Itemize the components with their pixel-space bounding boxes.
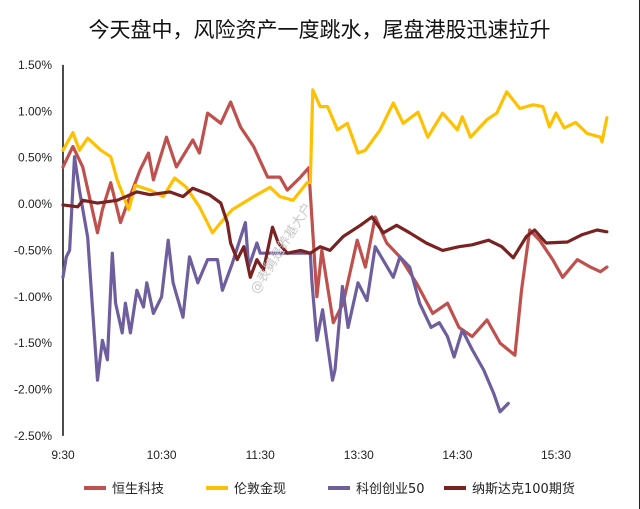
legend-swatch <box>444 485 466 490</box>
legend-item: 科创创业50 <box>328 478 425 497</box>
legend-label: 科创创业50 <box>356 482 425 497</box>
legend-item: 伦敦金现 <box>206 478 286 497</box>
legend-label: 伦敦金现 <box>234 482 287 497</box>
x-tick-label: 13:30 <box>344 448 374 462</box>
legend-label: 恒生科技 <box>112 482 165 497</box>
legend-swatch <box>84 485 106 490</box>
legend-swatch <box>328 485 350 490</box>
x-tick-label: 15:30 <box>541 448 571 462</box>
y-tick-label: -2.00% <box>14 383 52 397</box>
series-line-4 <box>61 186 609 279</box>
y-tick-label: 0.00% <box>18 197 52 211</box>
legend-item: 恒生科技 <box>84 478 164 497</box>
y-tick-label: 1.50% <box>18 58 52 72</box>
x-tick-label: 9:30 <box>51 448 75 462</box>
x-tick-label: 11:30 <box>246 448 275 462</box>
series-line-3 <box>61 155 510 414</box>
x-tick-label: 14:30 <box>442 448 472 462</box>
legend-label: 纳斯达克100期货 <box>472 482 575 497</box>
y-tick-label: -1.00% <box>14 290 52 304</box>
chart-title: 今天盘中，风险资产一度跳水，尾盘港股迅速拉升 <box>88 18 551 42</box>
y-tick-label: 1.00% <box>18 104 52 118</box>
legend-item: 纳斯达克100期货 <box>444 478 575 497</box>
series-line-2 <box>61 88 609 235</box>
legend-swatch <box>206 485 228 490</box>
series-line-1 <box>61 100 609 357</box>
x-tick-label: 10:30 <box>147 448 177 462</box>
y-tick-label: -0.50% <box>14 243 52 257</box>
legend: 恒生科技 伦敦金现 科创创业50 纳斯达克100期货 <box>0 478 639 498</box>
y-tick-label: -2.50% <box>14 429 52 443</box>
y-tick-label: -1.50% <box>14 336 52 350</box>
y-tick-label: 0.50% <box>18 151 52 165</box>
